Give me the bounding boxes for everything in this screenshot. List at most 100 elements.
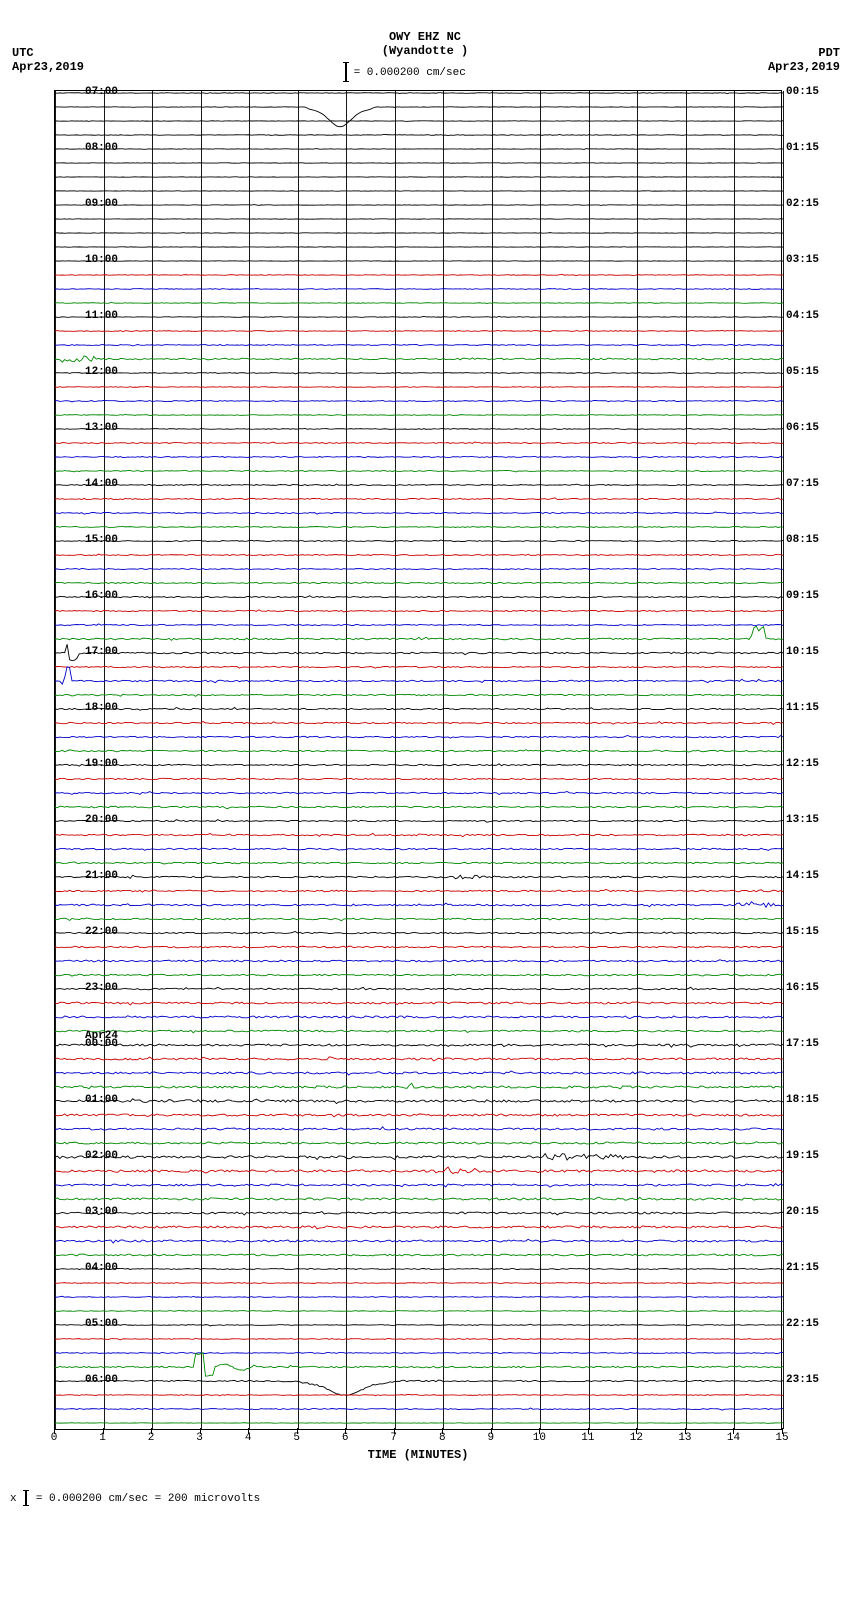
pdt-time-label: 10:15	[786, 646, 819, 658]
pdt-time-label: 13:15	[786, 814, 819, 826]
trace-row	[55, 1283, 781, 1285]
trace-row	[55, 1059, 781, 1061]
trace-row	[55, 1115, 781, 1117]
x-tick-label: 3	[196, 1432, 203, 1444]
trace-row	[55, 345, 781, 347]
left-date: Apr23,2019	[12, 60, 84, 74]
trace-row	[55, 499, 781, 501]
trace-row	[55, 905, 781, 907]
trace-row	[55, 667, 781, 669]
pdt-time-label: 19:15	[786, 1150, 819, 1162]
trace-row	[55, 205, 781, 207]
x-tick-label: 7	[390, 1432, 397, 1444]
x-tick-label: 14	[727, 1432, 740, 1444]
trace-row	[55, 177, 781, 179]
trace-row	[55, 1353, 781, 1355]
trace-row	[55, 975, 781, 977]
utc-time-label: 19:00	[58, 758, 118, 770]
utc-time-label: 14:00	[58, 478, 118, 490]
x-axis: TIME (MINUTES) 0123456789101112131415	[54, 1430, 782, 1470]
trace-row	[55, 569, 781, 571]
trace-row	[55, 835, 781, 837]
pdt-time-label: 00:15	[786, 86, 819, 98]
x-tick-label: 4	[245, 1432, 252, 1444]
trace-row	[55, 681, 781, 683]
trace-row	[55, 1395, 781, 1397]
trace-row	[55, 597, 781, 599]
trace-row	[55, 149, 781, 151]
pdt-time-label: 23:15	[786, 1374, 819, 1386]
trace-row	[55, 1157, 781, 1159]
pdt-time-label: 06:15	[786, 422, 819, 434]
trace-row	[55, 317, 781, 319]
utc-time-label: 16:00	[58, 590, 118, 602]
pdt-time-label: 03:15	[786, 254, 819, 266]
seismogram-container: OWY EHZ NC (Wyandotte ) = 0.000200 cm/se…	[0, 0, 850, 1613]
trace-row	[55, 541, 781, 543]
utc-time-label: 07:00	[58, 86, 118, 98]
pdt-time-label: 16:15	[786, 982, 819, 994]
trace-row	[55, 611, 781, 613]
trace-row	[55, 1339, 781, 1341]
utc-time-label: 03:00	[58, 1206, 118, 1218]
trace-row	[55, 1045, 781, 1047]
x-tick-label: 8	[439, 1432, 446, 1444]
trace-row	[55, 1241, 781, 1243]
pdt-time-label: 18:15	[786, 1094, 819, 1106]
pdt-time-label: 11:15	[786, 702, 819, 714]
x-tick-label: 11	[581, 1432, 594, 1444]
utc-time-label: 02:00	[58, 1150, 118, 1162]
x-tick-label: 9	[487, 1432, 494, 1444]
x-tick-label: 1	[99, 1432, 106, 1444]
trace-row	[55, 961, 781, 963]
trace-row	[55, 289, 781, 291]
trace-row	[55, 807, 781, 809]
trace-row	[55, 625, 781, 627]
trace-row	[55, 1199, 781, 1201]
trace-row	[55, 1171, 781, 1173]
trace-row	[55, 947, 781, 949]
x-tick-label: 12	[630, 1432, 643, 1444]
trace-row	[55, 1325, 781, 1327]
trace-row	[55, 1213, 781, 1215]
x-tick-label: 15	[775, 1432, 788, 1444]
trace-row	[55, 275, 781, 277]
utc-time-label: 23:00	[58, 982, 118, 994]
subtitle: (Wyandotte )	[0, 44, 850, 58]
pdt-time-label: 07:15	[786, 478, 819, 490]
trace-row	[55, 1073, 781, 1075]
utc-time-label: 09:00	[58, 198, 118, 210]
x-tick-label: 13	[678, 1432, 691, 1444]
x-tick-label: 10	[533, 1432, 546, 1444]
trace-row	[55, 891, 781, 893]
trace-row	[55, 933, 781, 935]
trace-row	[55, 723, 781, 725]
utc-time-label: 21:00	[58, 870, 118, 882]
x-tick-label: 2	[148, 1432, 155, 1444]
trace-row	[55, 107, 781, 109]
utc-time-label: 10:00	[58, 254, 118, 266]
utc-time-label: 05:00	[58, 1318, 118, 1330]
trace-row	[55, 247, 781, 249]
trace-row	[55, 1423, 781, 1425]
trace-row	[55, 471, 781, 473]
right-timezone: PDT	[818, 46, 840, 60]
trace-row	[55, 387, 781, 389]
utc-time-label: 00:00	[58, 1038, 118, 1050]
trace-row	[55, 1017, 781, 1019]
trace-row	[55, 1185, 781, 1187]
utc-time-label: 11:00	[58, 310, 118, 322]
trace-row	[55, 555, 781, 557]
pdt-time-label: 02:15	[786, 198, 819, 210]
trace-row	[55, 485, 781, 487]
x-tick-label: 0	[51, 1432, 58, 1444]
trace-row	[55, 765, 781, 767]
scale-legend: = 0.000200 cm/sec	[345, 62, 466, 82]
trace-row	[55, 1255, 781, 1257]
utc-time-label: 12:00	[58, 366, 118, 378]
trace-row	[55, 191, 781, 193]
trace-row	[55, 1409, 781, 1411]
trace-row	[55, 331, 781, 333]
title: OWY EHZ NC	[0, 30, 850, 44]
trace-row	[55, 373, 781, 375]
